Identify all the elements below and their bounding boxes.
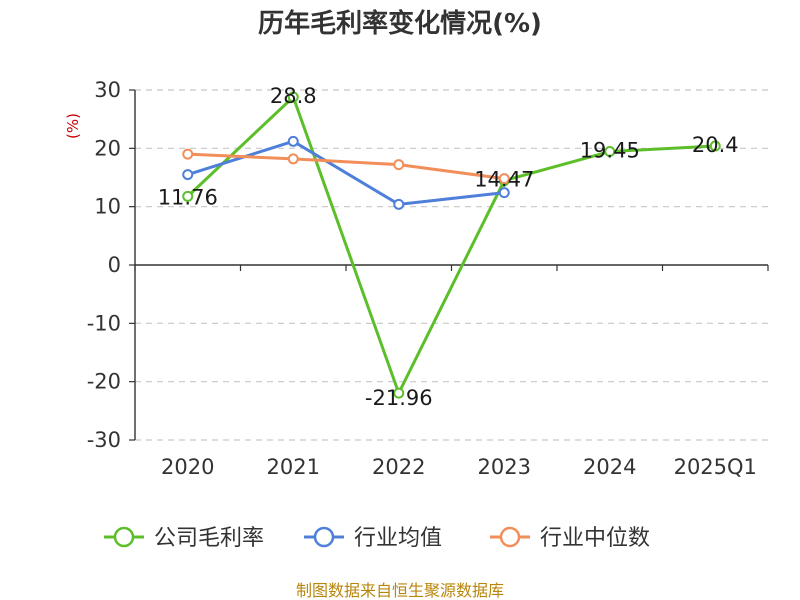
data-labels: 11.76 28.8 -21.96 14.47 19.45 20.4 bbox=[158, 84, 739, 410]
data-point bbox=[287, 91, 299, 103]
y-tick-label: 0 bbox=[108, 253, 121, 277]
data-point bbox=[498, 187, 510, 199]
data-label: 19.45 bbox=[580, 139, 640, 163]
y-tick-label: 20 bbox=[94, 136, 121, 160]
x-tick-label: 2025Q1 bbox=[674, 455, 757, 479]
series-line bbox=[186, 95, 716, 395]
y-tick-label: -10 bbox=[87, 311, 121, 335]
data-label: 14.47 bbox=[474, 168, 534, 192]
data-point bbox=[182, 169, 194, 181]
data-label: -21.96 bbox=[365, 386, 433, 410]
series bbox=[182, 91, 721, 399]
legend-label: 行业均值 bbox=[354, 526, 442, 551]
data-point bbox=[498, 173, 510, 185]
data-point bbox=[393, 387, 405, 399]
legend-marker bbox=[113, 526, 135, 548]
legend-item[interactable]: 行业中位数 bbox=[490, 526, 650, 551]
legend: 公司毛利率 行业均值 行业中位数 bbox=[104, 526, 650, 551]
legend-marker bbox=[499, 526, 521, 548]
data-point bbox=[287, 153, 299, 165]
legend-label: 公司毛利率 bbox=[154, 526, 264, 551]
y-tick-label: -30 bbox=[87, 428, 121, 452]
source-footer: 制图数据来自恒生聚源数据库 bbox=[296, 581, 504, 600]
data-point bbox=[182, 190, 194, 202]
y-tick-label: 30 bbox=[94, 78, 121, 102]
y-unit-label: (%) bbox=[64, 113, 82, 139]
data-label: 20.4 bbox=[692, 133, 739, 157]
x-tick-label: 2020 bbox=[161, 455, 214, 479]
chart-title: 历年毛利率变化情况(%) bbox=[258, 8, 542, 39]
data-point bbox=[182, 148, 194, 160]
x-tick-label: 2022 bbox=[372, 455, 425, 479]
series-line bbox=[187, 152, 505, 181]
data-label: 11.76 bbox=[158, 185, 218, 209]
legend-marker bbox=[313, 526, 335, 548]
data-point bbox=[287, 135, 299, 147]
x-tick-label: 2021 bbox=[267, 455, 320, 479]
axes: 30 20 10 0 -10 -20 -30 2020 2021 2022 2023 2024 2025… bbox=[87, 78, 769, 479]
legend-item[interactable]: 公司毛利率 bbox=[104, 526, 264, 551]
data-point bbox=[604, 146, 616, 158]
data-point bbox=[393, 198, 405, 210]
data-point bbox=[709, 140, 721, 152]
data-label: 28.8 bbox=[270, 84, 317, 108]
y-tick-label: -20 bbox=[87, 370, 121, 394]
x-tick-label: 2023 bbox=[478, 455, 531, 479]
x-tick-label: 2024 bbox=[583, 455, 636, 479]
legend-label: 行业中位数 bbox=[540, 526, 650, 551]
y-tick-label: 10 bbox=[94, 195, 121, 219]
legend-item[interactable]: 行业均值 bbox=[304, 526, 442, 551]
data-point bbox=[393, 159, 405, 171]
